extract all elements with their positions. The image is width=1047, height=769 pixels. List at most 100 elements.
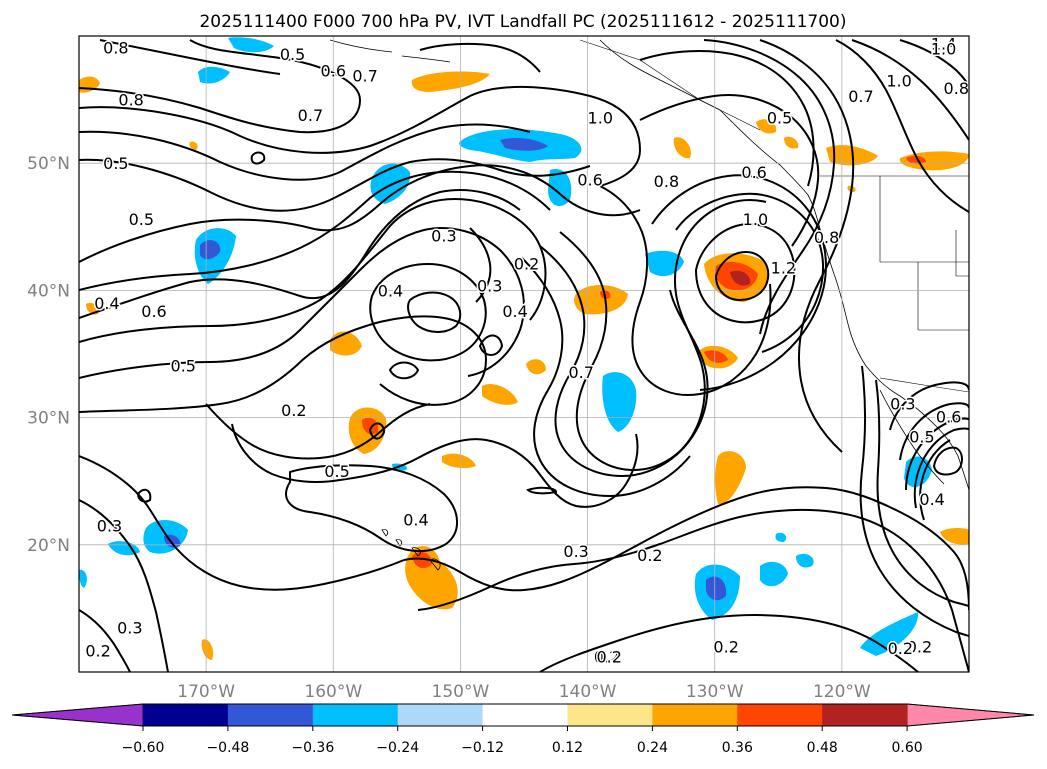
shade-negative bbox=[79, 569, 87, 588]
latitude-tick-label: 50°N bbox=[27, 154, 70, 174]
shade-positive bbox=[940, 528, 969, 545]
contour-line bbox=[694, 223, 796, 324]
shade-negative bbox=[228, 37, 274, 53]
contour-value-label: 0.7 bbox=[848, 87, 873, 106]
contour-value-label: 0.3 bbox=[563, 542, 588, 561]
contour-value-label: 0.8 bbox=[814, 228, 839, 247]
contour-line bbox=[79, 86, 642, 187]
contour-value-label: 0.5 bbox=[324, 462, 349, 481]
contour-line bbox=[231, 423, 639, 508]
contour-line bbox=[639, 94, 820, 247]
shade-positive bbox=[201, 639, 214, 660]
contour-value-label: 0.5 bbox=[103, 154, 128, 173]
contour-value-label: 0.8 bbox=[654, 172, 679, 191]
contour-line bbox=[859, 365, 969, 637]
contour-line bbox=[250, 151, 266, 165]
contour-line bbox=[675, 192, 825, 353]
longitude-tick-label: 150°W bbox=[432, 682, 490, 702]
contour-value-label: 1.0 bbox=[931, 40, 956, 59]
shade-negative bbox=[500, 138, 548, 151]
colorbar-tick-label: 0.36 bbox=[722, 740, 753, 756]
contour-line bbox=[599, 185, 772, 396]
colorbar-bin bbox=[312, 704, 399, 726]
contour-line bbox=[835, 39, 969, 213]
shade-negative bbox=[775, 532, 787, 542]
shade-positive bbox=[526, 359, 546, 375]
contour-line bbox=[79, 170, 551, 291]
contour-line bbox=[99, 39, 281, 75]
colorbar-bin bbox=[227, 704, 314, 726]
contour-value-label: 1.0 bbox=[886, 72, 911, 91]
shade-positive bbox=[412, 551, 432, 569]
colorbar-tick-label: −0.36 bbox=[291, 740, 334, 756]
contour-value-label: 1.4 bbox=[931, 35, 956, 54]
border-alaska-canada bbox=[579, 39, 761, 131]
map-frame bbox=[78, 35, 970, 673]
contour-line bbox=[559, 199, 767, 472]
colorbar-tick-label: −0.60 bbox=[122, 740, 165, 756]
shade-positive bbox=[411, 71, 490, 92]
contour-value-label: 1.0 bbox=[588, 108, 613, 127]
contour-line bbox=[79, 609, 131, 672]
contour-value-label: 0.5 bbox=[280, 45, 305, 64]
contour-value-label: 0.4 bbox=[919, 490, 944, 509]
contour-line bbox=[388, 361, 420, 380]
contour-value-label: 0.5 bbox=[171, 356, 196, 375]
contour-line bbox=[919, 439, 951, 521]
contour-value-label: 0.5 bbox=[909, 428, 934, 447]
contour-line bbox=[285, 464, 459, 553]
latitude-tick-label: 20°N bbox=[27, 536, 70, 556]
colorbar-tick-label: −0.24 bbox=[376, 740, 419, 756]
shade-negative bbox=[760, 561, 788, 587]
contour-line bbox=[79, 123, 531, 181]
contour-line bbox=[469, 227, 492, 303]
shade-positive bbox=[906, 155, 926, 165]
colorbar-tick-label: −0.12 bbox=[461, 740, 504, 756]
contour-line bbox=[759, 39, 855, 453]
contour-line bbox=[851, 39, 969, 141]
contour-line bbox=[79, 455, 405, 591]
longitude-tick-label: 160°W bbox=[304, 682, 362, 702]
contour-line bbox=[526, 486, 558, 495]
contour-line bbox=[419, 42, 541, 73]
contour-line bbox=[899, 39, 969, 91]
colorbar-extend-low bbox=[11, 703, 144, 727]
colorbar-bin bbox=[822, 704, 908, 726]
contour-line bbox=[79, 315, 488, 413]
contour-value-label: 0.4 bbox=[94, 294, 119, 313]
shade-negative bbox=[706, 576, 727, 601]
contour-value-label: 1.0 bbox=[743, 210, 768, 229]
shade-positive bbox=[189, 141, 198, 150]
contour-line bbox=[79, 164, 641, 263]
contour-value-label: 0.3 bbox=[890, 395, 915, 414]
contour-line bbox=[899, 402, 969, 461]
contour-line bbox=[703, 39, 836, 335]
contour-line bbox=[79, 198, 547, 343]
contour-value-label: 0.7 bbox=[568, 363, 593, 382]
latitude-tick-label: 40°N bbox=[27, 281, 70, 301]
chart-title: 2025111400 F000 700 hPa PV, IVT Landfall… bbox=[199, 12, 846, 32]
political-border-layer bbox=[579, 39, 969, 393]
contour-line bbox=[714, 250, 770, 302]
shade-positive bbox=[730, 270, 751, 286]
contour-value-label: 0.4 bbox=[378, 281, 403, 300]
coastline-hawaii-islands bbox=[381, 529, 441, 571]
longitude-tick-label: 140°W bbox=[559, 682, 617, 702]
contour-line bbox=[639, 50, 815, 187]
contour-value-label: 0.6 bbox=[577, 171, 602, 190]
colorbar-bin bbox=[143, 704, 229, 726]
contour-value-label: 0.6 bbox=[321, 61, 346, 80]
contour-value-label: 0.7 bbox=[352, 66, 377, 85]
contour-line bbox=[539, 614, 919, 672]
contour-value-label: 0.3 bbox=[117, 618, 142, 637]
map-layers: 0.8 0.5 0.6 0.7 0.8 0.7 0.5 0.5 0.4 0.6 0.5 0.3 0.2 0… bbox=[79, 35, 969, 672]
latitude-tick-label: 30°N bbox=[27, 409, 70, 429]
colorbar-tick-label: 0.24 bbox=[637, 740, 668, 756]
contour-value-label: 0.2 bbox=[85, 641, 110, 660]
contour-line bbox=[79, 189, 521, 319]
contour-value-label: 0.2 bbox=[888, 639, 913, 658]
shade-negative bbox=[548, 169, 572, 207]
shade-positive bbox=[704, 350, 728, 363]
shade-positive bbox=[715, 451, 746, 505]
